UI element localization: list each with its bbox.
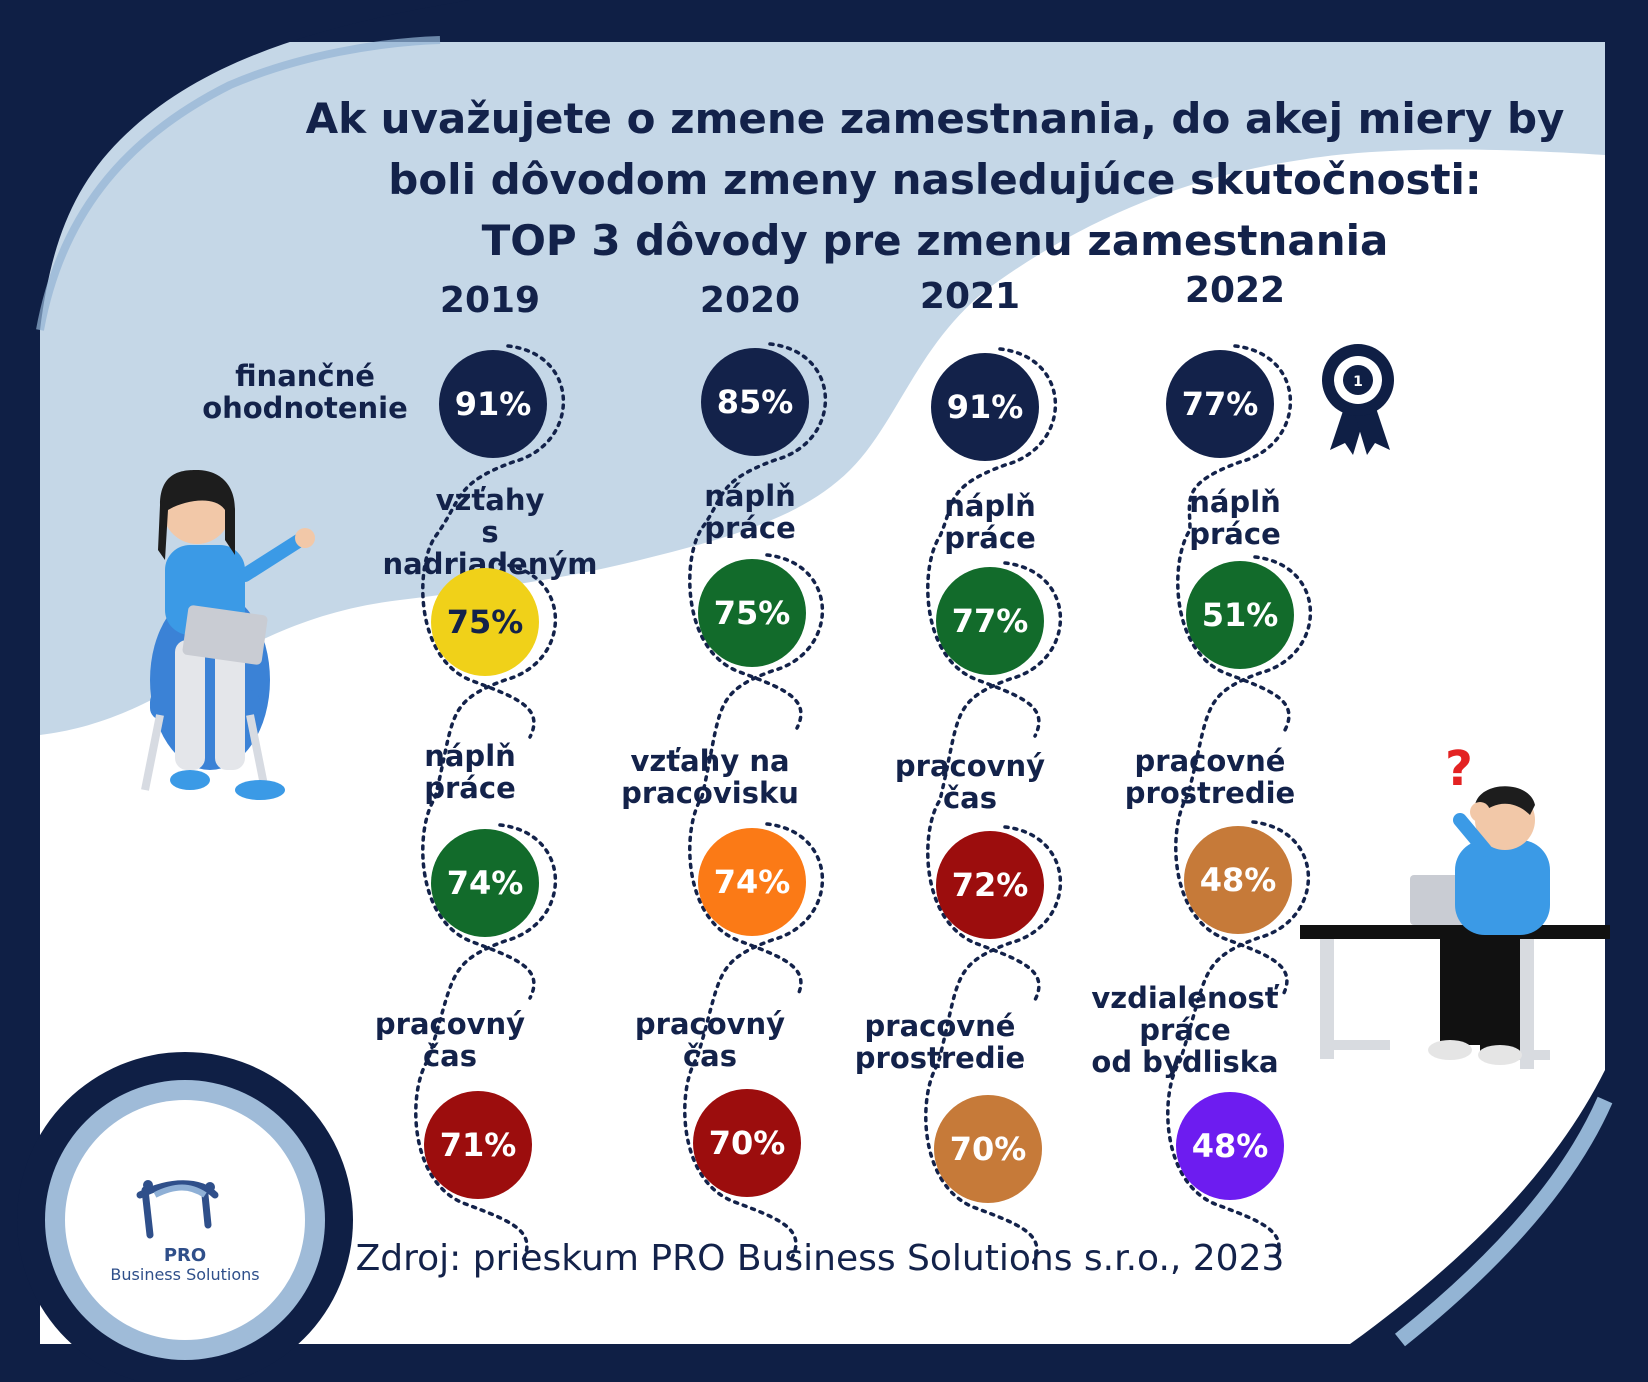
dotted-connector bbox=[683, 822, 825, 1260]
category-label-2019-3: náplň práce bbox=[424, 739, 516, 805]
category-label-2019-4: pracovný čas bbox=[374, 1007, 526, 1073]
dotted-connector bbox=[1166, 820, 1311, 1263]
main-title: Ak uvažujete o zmene zamestnania, do ake… bbox=[300, 88, 1570, 271]
percentage-value: 77% bbox=[951, 602, 1029, 640]
category-label-2019-2: vzťahy s nadriadeným bbox=[382, 483, 598, 581]
percentage-bubble-2022-2: 51% bbox=[1186, 561, 1294, 669]
percentage-value: 48% bbox=[1191, 1127, 1269, 1165]
percentage-bubble-2019-1: 91% bbox=[439, 350, 547, 458]
percentage-value: 71% bbox=[439, 1126, 517, 1164]
percentage-bubble-2022-4: 48% bbox=[1176, 1092, 1284, 1200]
category-label-2020-3: vzťahy na pracovisku bbox=[621, 744, 799, 810]
category-label-2022-3: pracovné prostredie bbox=[1124, 744, 1296, 810]
logo-pro-text: PRO bbox=[163, 1245, 207, 1266]
percentage-value: 75% bbox=[713, 594, 791, 632]
percentage-bubble-2021-1: 91% bbox=[931, 353, 1039, 461]
category-label-2022-2: náplň práce bbox=[1189, 485, 1281, 551]
year-label-2021: 2021 bbox=[919, 276, 1021, 317]
percentage-bubble-2020-3: 74% bbox=[698, 828, 806, 936]
percentage-value: 70% bbox=[708, 1124, 786, 1162]
percentage-value: 70% bbox=[949, 1130, 1027, 1168]
percentage-bubble-2022-3: 48% bbox=[1184, 826, 1292, 934]
category-label-2020-4: pracovný čas bbox=[634, 1007, 786, 1073]
category-label-2021-4: pracovné prostredie bbox=[854, 1009, 1026, 1075]
dotted-connector bbox=[924, 825, 1063, 1266]
percentage-value: 74% bbox=[713, 863, 791, 901]
category-label-2019-1: finančné ohodnotenie bbox=[202, 359, 408, 425]
dotted-connector bbox=[414, 823, 558, 1262]
percentage-bubble-2019-4: 71% bbox=[424, 1091, 532, 1199]
year-label-2020: 2020 bbox=[699, 280, 801, 321]
title-line-2: boli dôvodom zmeny nasledujúce skutočnos… bbox=[388, 155, 1482, 204]
category-label-2020-2: náplň práce bbox=[704, 479, 796, 545]
percentage-value: 48% bbox=[1199, 861, 1277, 899]
percentage-bubble-2022-1: 77% bbox=[1166, 350, 1274, 458]
dotted-connector bbox=[926, 347, 1058, 738]
dotted-connector bbox=[421, 562, 558, 1000]
category-label-2022-4: vzdialenosť práce od bydliska bbox=[1091, 981, 1279, 1079]
award-ribbon-icon: 1 bbox=[1322, 344, 1394, 455]
percentage-bubble-2020-2: 75% bbox=[698, 559, 806, 667]
percentage-value: 91% bbox=[454, 385, 532, 423]
person-desk-illustration: ? bbox=[1300, 741, 1610, 1069]
percentage-bubble-2019-3: 74% bbox=[431, 829, 539, 937]
percentage-value: 74% bbox=[446, 864, 524, 902]
title-line-1: Ak uvažujete o zmene zamestnania, do ake… bbox=[305, 94, 1565, 143]
category-label-2021-2: náplň práce bbox=[944, 489, 1036, 555]
percentage-bubble-2019-2: 75% bbox=[431, 568, 539, 676]
percentage-bubble-2020-4: 70% bbox=[693, 1089, 801, 1197]
svg-text:1: 1 bbox=[1353, 374, 1363, 390]
person-laptop-illustration bbox=[141, 470, 315, 800]
question-mark-icon: ? bbox=[1445, 741, 1473, 797]
dotted-connector bbox=[688, 342, 828, 730]
year-label-2019: 2019 bbox=[439, 280, 541, 321]
percentage-value: 85% bbox=[716, 383, 794, 421]
title-line-3: TOP 3 dôvody pre zmenu zamestnania bbox=[481, 216, 1389, 265]
percentage-value: 72% bbox=[951, 866, 1029, 904]
percentage-value: 51% bbox=[1201, 596, 1279, 634]
percentage-value: 77% bbox=[1181, 385, 1259, 423]
percentage-value: 91% bbox=[946, 388, 1024, 426]
percentage-value: 75% bbox=[446, 603, 524, 641]
percentage-bubble-2021-3: 72% bbox=[936, 831, 1044, 939]
percentage-bubble-2020-1: 85% bbox=[701, 348, 809, 456]
category-label-2021-3: pracovný čas bbox=[894, 749, 1046, 815]
source-note: Zdroj: prieskum PRO Business Solutions s… bbox=[355, 1238, 1285, 1279]
dotted-connector bbox=[421, 344, 566, 739]
percentage-bubble-2021-4: 70% bbox=[934, 1095, 1042, 1203]
year-label-2022: 2022 bbox=[1184, 270, 1286, 311]
dotted-connector bbox=[1176, 344, 1293, 732]
logo-company-text: Business Solutions bbox=[110, 1265, 260, 1284]
percentage-bubble-2021-2: 77% bbox=[936, 567, 1044, 675]
